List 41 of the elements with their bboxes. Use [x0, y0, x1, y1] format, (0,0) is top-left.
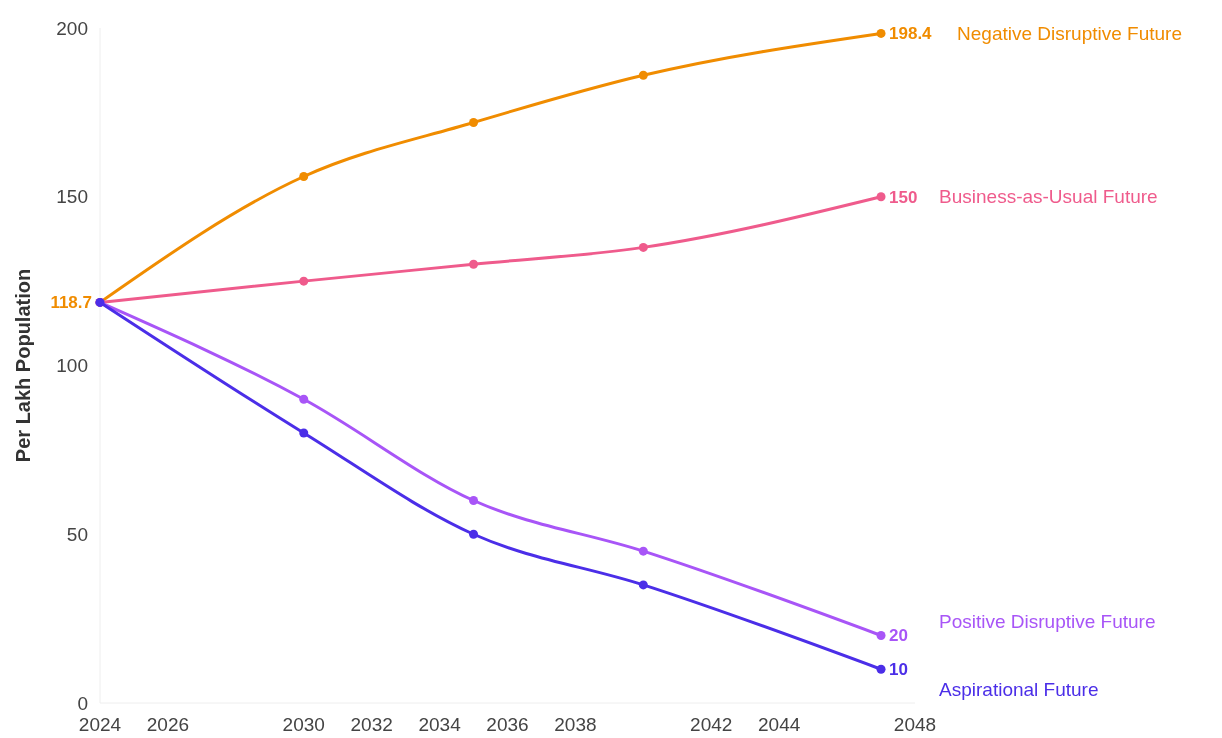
- data-label: 118.7: [50, 293, 92, 313]
- point: [876, 28, 886, 38]
- x-tick-label: 2042: [690, 714, 733, 735]
- data-label: 20: [889, 626, 908, 646]
- point: [469, 259, 479, 269]
- point: [638, 546, 648, 556]
- x-tick-label: 2038: [554, 714, 597, 735]
- point: [299, 428, 309, 438]
- y-tick-label: 150: [56, 186, 88, 208]
- x-tick-label: 2024: [78, 714, 122, 735]
- text: Aspirational Future: [939, 678, 1099, 700]
- point: [638, 580, 648, 590]
- text: Positive Disruptive Future: [939, 611, 1156, 633]
- data-label: 10: [889, 660, 908, 680]
- point: [876, 192, 886, 202]
- text: Business-as-Usual Future: [939, 186, 1158, 208]
- point: [876, 664, 886, 674]
- text: Negative Disruptive Future: [957, 23, 1182, 45]
- data-label: 150: [889, 187, 918, 207]
- x-tick-label: 2044: [758, 714, 801, 735]
- y-tick-label: 200: [56, 17, 88, 39]
- x-tick-label: 2032: [350, 714, 393, 735]
- point: [469, 496, 479, 505]
- x-tick-label: 2048: [893, 714, 937, 735]
- y-tick-label: 0: [77, 692, 88, 714]
- y-tick-label: 100: [56, 355, 88, 377]
- point: [469, 529, 479, 539]
- data-label: 198.4: [889, 24, 933, 44]
- point: [299, 172, 309, 181]
- x-tick-label: 2030: [282, 714, 325, 735]
- point: [299, 394, 309, 404]
- point: [299, 276, 309, 286]
- point: [638, 242, 648, 252]
- x-tick-label: 2034: [418, 714, 462, 735]
- point: [469, 118, 479, 127]
- point: [876, 631, 886, 640]
- x-tick-label: 2026: [146, 714, 190, 735]
- y-axis-title: Per Lakh Population: [12, 268, 34, 463]
- x-tick-label: 2036: [486, 714, 529, 735]
- y-tick-label: 50: [66, 523, 88, 545]
- point: [638, 70, 648, 80]
